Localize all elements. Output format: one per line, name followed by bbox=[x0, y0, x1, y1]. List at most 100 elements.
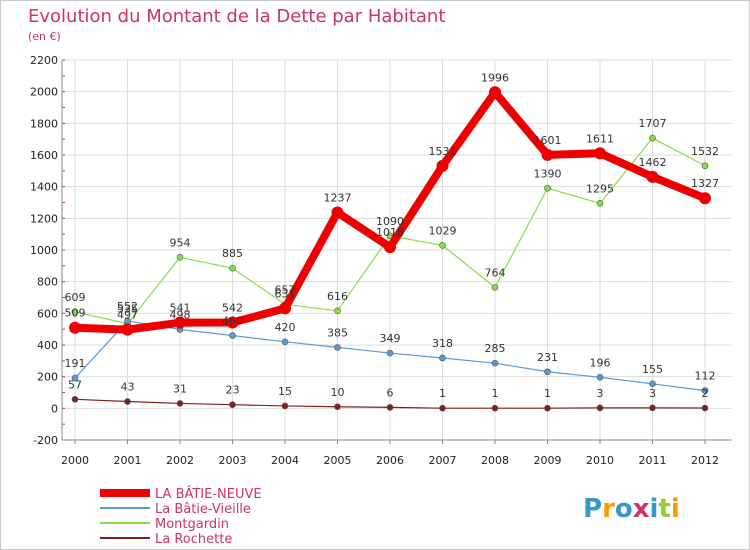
data-point bbox=[594, 147, 606, 160]
data-label: 460 bbox=[222, 315, 243, 328]
y-tick-label: -200 bbox=[33, 434, 58, 447]
data-label: 1532 bbox=[691, 145, 719, 158]
data-point bbox=[176, 253, 184, 261]
data-label: 954 bbox=[170, 236, 191, 249]
data-label: 2 bbox=[702, 387, 709, 400]
data-point bbox=[491, 284, 499, 291]
data-label: 285 bbox=[485, 342, 506, 355]
data-point bbox=[436, 159, 449, 172]
data-point bbox=[439, 354, 446, 362]
logo-letter: o bbox=[615, 494, 633, 524]
data-point bbox=[541, 148, 554, 161]
data-point bbox=[649, 380, 656, 388]
series-group bbox=[69, 86, 711, 412]
data-point bbox=[489, 86, 501, 99]
data-label: 1996 bbox=[481, 71, 509, 84]
legend-label-1: La Bâtie-Vieille bbox=[155, 502, 251, 517]
data-label: 10 bbox=[331, 386, 345, 399]
data-label: 657 bbox=[275, 283, 296, 296]
x-tick-label: 2001 bbox=[114, 454, 142, 467]
data-label: 6 bbox=[387, 386, 394, 399]
data-label: 191 bbox=[65, 357, 86, 370]
data-label: 231 bbox=[537, 351, 558, 364]
logo-letter: i bbox=[671, 494, 680, 524]
data-point bbox=[649, 134, 656, 142]
data-point bbox=[439, 242, 446, 249]
data-label: 498 bbox=[170, 308, 191, 321]
x-tick-label: 2008 bbox=[481, 454, 509, 467]
y-tick-label: 800 bbox=[37, 276, 58, 289]
data-label: 1707 bbox=[639, 117, 667, 130]
data-label: 15 bbox=[278, 385, 292, 398]
data-point bbox=[174, 316, 186, 329]
logo-letter: x bbox=[633, 494, 650, 524]
data-point bbox=[701, 404, 709, 412]
data-label: 385 bbox=[327, 326, 348, 339]
data-point bbox=[334, 307, 341, 315]
x-tick-label: 2007 bbox=[429, 454, 457, 467]
data-point bbox=[544, 184, 551, 192]
chart-subtitle: (en €) bbox=[28, 30, 61, 43]
y-tick-label: 1400 bbox=[30, 181, 58, 194]
data-label: 497 bbox=[117, 309, 138, 322]
data-label: 57 bbox=[68, 378, 82, 391]
data-label: 552 bbox=[117, 300, 138, 313]
data-point bbox=[701, 387, 709, 394]
logo-letter: r bbox=[602, 494, 615, 524]
data-point bbox=[439, 404, 446, 412]
data-point bbox=[331, 206, 344, 219]
data-label: 43 bbox=[121, 381, 135, 394]
data-point bbox=[384, 241, 396, 254]
data-point bbox=[229, 401, 236, 408]
data-label: 1462 bbox=[639, 156, 667, 169]
data-point bbox=[649, 404, 656, 412]
data-point bbox=[69, 321, 81, 334]
data-point bbox=[121, 323, 134, 336]
logo-letter: t bbox=[658, 494, 670, 524]
data-point bbox=[334, 344, 341, 351]
data-point bbox=[646, 170, 659, 183]
data-label: 1295 bbox=[586, 182, 614, 195]
data-label: 535 bbox=[117, 303, 138, 316]
data-point bbox=[544, 368, 551, 376]
logo-text: Proxiti bbox=[583, 494, 680, 524]
logo-letter: P bbox=[583, 494, 602, 524]
data-point bbox=[386, 404, 394, 411]
grid bbox=[62, 59, 732, 441]
data-point bbox=[229, 332, 236, 339]
y-tick-label: 400 bbox=[37, 339, 58, 352]
data-label: 1601 bbox=[534, 134, 562, 147]
chart-title: Evolution du Montant de la Dette par Hab… bbox=[28, 6, 445, 27]
data-label: 112 bbox=[695, 370, 716, 383]
x-tick-label: 2003 bbox=[219, 454, 247, 467]
data-point bbox=[544, 404, 551, 412]
data-label: 23 bbox=[226, 384, 240, 397]
x-tick-label: 2006 bbox=[376, 454, 404, 467]
data-label: 764 bbox=[485, 266, 506, 279]
data-label: 420 bbox=[275, 321, 296, 334]
data-label: 1327 bbox=[691, 177, 719, 190]
data-label: 1090 bbox=[376, 215, 404, 228]
data-label: 631 bbox=[275, 287, 296, 300]
legend-label-3: La Rochette bbox=[155, 532, 232, 547]
y-tick-label: 200 bbox=[37, 371, 58, 384]
data-label: 509 bbox=[65, 307, 86, 320]
x-tick-label: 2011 bbox=[639, 454, 667, 467]
data-label: 1 bbox=[492, 387, 499, 400]
logo-letter: i bbox=[650, 494, 659, 524]
legend-label-0: LA BÂTIE-NEUVE bbox=[155, 486, 262, 502]
data-label: 1611 bbox=[586, 132, 614, 145]
data-label: 616 bbox=[327, 290, 348, 303]
data-label: 3 bbox=[649, 387, 656, 400]
data-label: 196 bbox=[590, 356, 611, 369]
data-point bbox=[386, 349, 394, 357]
data-label: 1237 bbox=[324, 191, 352, 204]
data-point bbox=[226, 316, 239, 329]
proxiti-logo: Proxiti bbox=[583, 494, 680, 524]
data-point bbox=[699, 192, 711, 205]
data-label: 31 bbox=[173, 382, 187, 395]
data-point bbox=[491, 359, 499, 367]
